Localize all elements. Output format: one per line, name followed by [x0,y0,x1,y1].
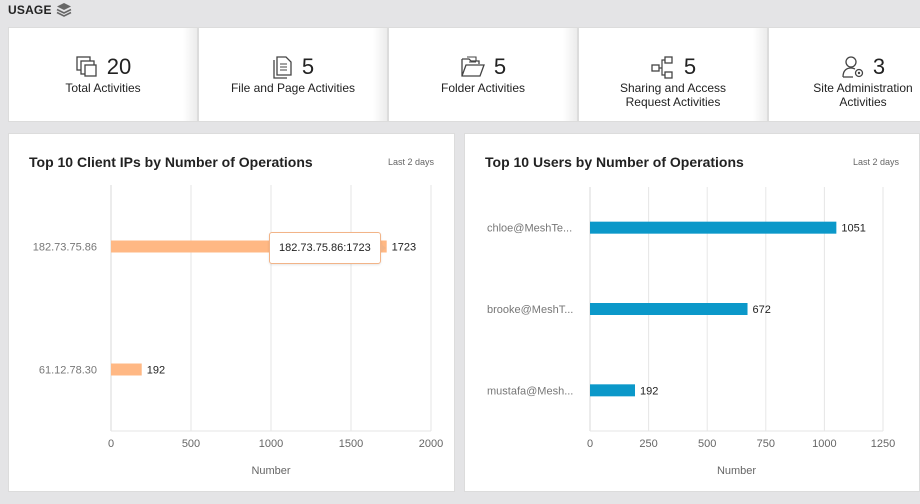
x-tick-label: 0 [108,438,114,450]
stat-card-file-page[interactable]: 5 File and Page Activities [198,27,388,122]
time-range-label: Last 2 days [387,157,434,167]
x-tick-label: 750 [757,438,775,450]
category-label: mustafa@Mesh... [487,385,573,397]
stat-card-site-admin[interactable]: 3 Site Administration Activities [768,27,920,122]
x-tick-label: 250 [639,438,657,450]
sharing-icon [651,56,673,79]
category-label: chloe@MeshTe... [487,223,572,235]
users-bar-chart: 0 250 500 750 1000 1250 chloe@MeshTe... 1051 bro… [487,187,895,477]
folder-icon [461,56,485,77]
bar [590,384,636,397]
chart-title: Top 10 Client IPs by Number of Operation… [29,154,313,170]
x-tick-label: 1500 [339,438,363,450]
x-axis-label: Number [717,465,756,477]
data-label: 192 [147,365,165,377]
x-tick-label: 0 [587,438,593,450]
file-icon [273,56,292,79]
stat-value: 5 [493,54,507,79]
category-label: brooke@MeshT... [487,304,573,316]
user-gear-icon [842,56,864,78]
stat-card-folder[interactable]: 5 Folder Activities [388,27,578,122]
usage-header: USAGE [8,2,72,18]
x-axis-label: Number [251,465,290,477]
bar [111,363,142,376]
x-tick-label: 1000 [812,438,836,450]
stat-value: 20 [106,54,132,79]
stat-card-total[interactable]: 20 Total Activities [8,27,198,122]
x-tick-label: 1250 [871,438,895,450]
client-ips-bar-chart: 0 500 1000 1500 2000 182.73.75.86 1723 61.12.78… [33,185,443,477]
stats-row: 20 Total Activities 5 File and Page Acti… [8,27,920,122]
stat-card-sharing[interactable]: 5 Sharing and Access Request Activities [578,27,768,122]
x-tick-label: 2000 [419,438,443,450]
stat-label: Folder Activities [440,81,526,95]
client-ips-chart-panel: Top 10 Client IPs by Number of Operation… [8,133,455,492]
copy-icon [76,56,97,77]
stat-label: Sharing and Access Request Activities [619,81,727,109]
usage-title: USAGE [8,3,52,17]
layers-icon [56,3,72,17]
stat-label: Total Activities [65,81,141,95]
bar [590,221,837,234]
stat-value: 5 [683,54,697,79]
data-label: 672 [753,304,771,316]
stat-label: File and Page Activities [230,81,356,95]
bar-tooltip: 182.73.75.86:1723 [269,232,386,264]
chart-title: Top 10 Users by Number of Operations [485,154,744,170]
users-chart-panel: Top 10 Users by Number of Operations Las… [464,133,920,492]
stat-label: Site Administration Activities [813,81,913,109]
data-label: 1051 [841,223,865,235]
x-tick-label: 500 [698,438,716,450]
bar [590,303,748,315]
category-label: 61.12.78.30 [39,365,97,377]
stat-value: 5 [301,54,315,79]
data-label: 1723 [392,242,416,254]
x-tick-label: 1000 [259,438,283,450]
stat-value: 3 [872,54,886,79]
x-tick-label: 500 [182,438,200,450]
data-label: 192 [640,385,658,397]
time-range-label: Last 2 days [852,157,899,167]
category-label: 182.73.75.86 [33,242,97,254]
